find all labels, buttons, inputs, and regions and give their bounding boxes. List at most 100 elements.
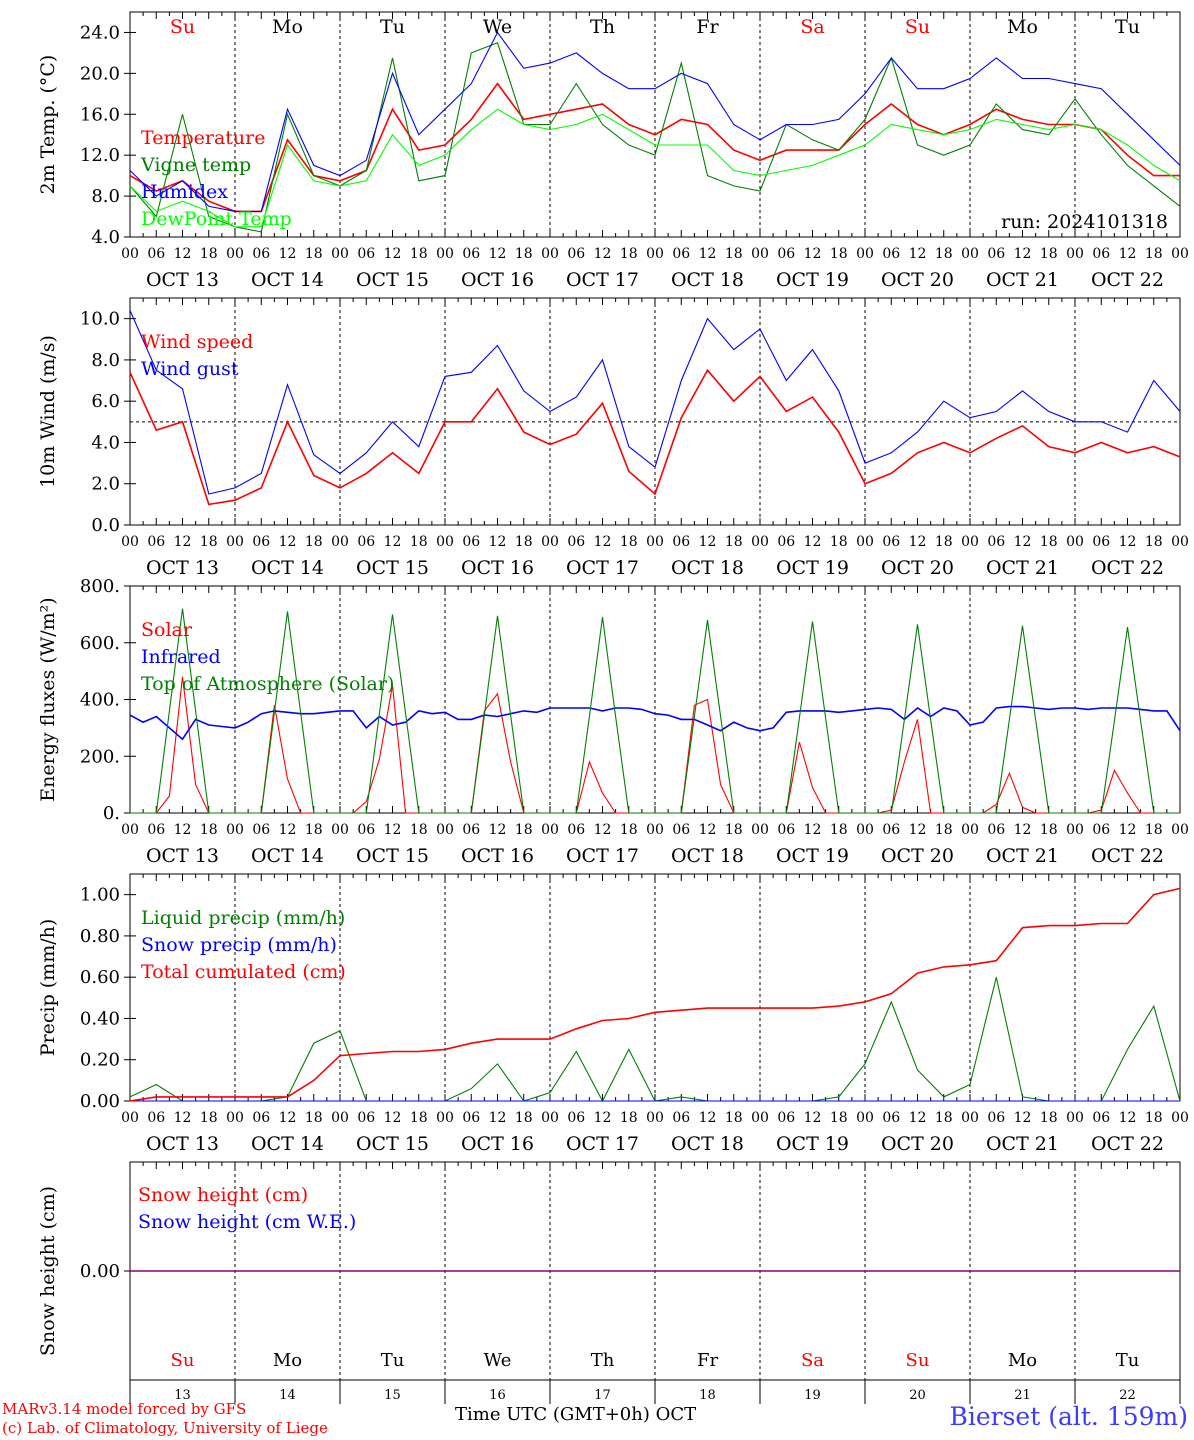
y-tick-label: 2.0 — [91, 474, 120, 495]
hour-tick-label: 12 — [909, 246, 927, 262]
hour-tick-label: 00 — [856, 822, 874, 838]
hour-tick-label: 00 — [646, 534, 664, 550]
hour-tick-label: 00 — [226, 822, 244, 838]
date-label: OCT 19 — [776, 845, 849, 867]
hour-tick-label: 12 — [1119, 246, 1137, 262]
hour-tick-label: 12 — [384, 822, 402, 838]
hour-tick-label: 12 — [594, 246, 612, 262]
hour-tick-label: 06 — [252, 534, 270, 550]
date-label: OCT 15 — [356, 269, 429, 291]
day-number: 16 — [489, 1388, 506, 1403]
y-axis-label: 2m Temp. (°C) — [37, 55, 59, 195]
hour-tick-label: 06 — [1092, 534, 1110, 550]
hour-tick-label: 12 — [174, 1110, 192, 1126]
hour-tick-label: 18 — [620, 1110, 638, 1126]
hour-tick-label: 00 — [121, 1110, 139, 1126]
date-label: OCT 14 — [251, 557, 324, 579]
hour-tick-label: 18 — [935, 822, 953, 838]
hour-tick-label: 00 — [226, 246, 244, 262]
hour-tick-label: 12 — [804, 534, 822, 550]
y-tick-label: 0. — [103, 803, 120, 824]
y-tick-label: 8.0 — [91, 186, 120, 207]
hour-tick-label: 00 — [751, 822, 769, 838]
hour-tick-label: 06 — [672, 534, 690, 550]
legend-entry: Wind gust — [141, 358, 239, 380]
hour-tick-label: 12 — [699, 534, 717, 550]
hour-tick-label: 12 — [384, 1110, 402, 1126]
hour-tick-label: 00 — [961, 1110, 979, 1126]
hour-tick-label: 12 — [384, 534, 402, 550]
legend-entry: Solar — [141, 619, 193, 641]
hour-tick-label: 18 — [1040, 822, 1058, 838]
series-line — [129, 31, 1181, 212]
hour-tick-label: 12 — [279, 246, 297, 262]
hour-tick-label: 12 — [174, 534, 192, 550]
hour-tick-label: 12 — [1014, 822, 1032, 838]
hour-tick-label: 06 — [672, 246, 690, 262]
hour-tick-label: 00 — [541, 246, 559, 262]
hour-tick-label: 18 — [1145, 1110, 1163, 1126]
hour-tick-label: 00 — [1171, 246, 1189, 262]
hour-tick-label: 00 — [1171, 1110, 1189, 1126]
y-tick-label: 0.60 — [80, 967, 120, 988]
hour-tick-label: 06 — [567, 246, 585, 262]
date-label: OCT 21 — [986, 1133, 1059, 1155]
hour-tick-label: 06 — [147, 246, 165, 262]
hour-tick-label: 06 — [252, 822, 270, 838]
date-label: OCT 18 — [671, 1133, 744, 1155]
hour-tick-label: 00 — [961, 534, 979, 550]
series-line — [129, 41, 1181, 233]
date-label: OCT 16 — [461, 1133, 534, 1155]
hour-tick-label: 18 — [725, 246, 743, 262]
date-label: OCT 16 — [461, 269, 534, 291]
hour-tick-label: 00 — [436, 534, 454, 550]
hour-tick-label: 00 — [436, 1110, 454, 1126]
series-line — [130, 608, 1180, 814]
date-label: OCT 21 — [986, 845, 1059, 867]
hour-tick-label: 00 — [121, 822, 139, 838]
hour-tick-label: 06 — [357, 246, 375, 262]
series-line — [129, 705, 1181, 741]
hour-tick-label: 00 — [751, 534, 769, 550]
hour-tick-label: 00 — [331, 246, 349, 262]
series-line — [129, 310, 1181, 495]
hour-tick-label: 12 — [909, 822, 927, 838]
hour-tick-label: 06 — [882, 822, 900, 838]
hour-tick-label: 12 — [594, 1110, 612, 1126]
hour-tick-label: 00 — [646, 1110, 664, 1126]
weekday-label-top: Su — [905, 16, 930, 38]
hour-tick-label: 00 — [646, 822, 664, 838]
date-label: OCT 22 — [1091, 269, 1164, 291]
hour-tick-label: 00 — [961, 822, 979, 838]
y-tick-label: 600. — [80, 633, 120, 654]
hour-tick-label: 06 — [462, 822, 480, 838]
hour-tick-label: 12 — [909, 534, 927, 550]
hour-tick-label: 12 — [1014, 246, 1032, 262]
day-number: 20 — [909, 1388, 926, 1403]
hour-tick-label: 06 — [567, 1110, 585, 1126]
hour-tick-label: 06 — [357, 534, 375, 550]
y-tick-label: 0.0 — [91, 515, 120, 536]
hour-tick-label: 00 — [1066, 246, 1084, 262]
date-label: OCT 13 — [146, 845, 219, 867]
y-tick-label: 0.00 — [80, 1261, 120, 1282]
weekday-label-bottom: Mo — [1008, 1350, 1037, 1371]
weekday-label-top: Fr — [696, 16, 719, 38]
time-axis-label: Time UTC (GMT+0h) OCT — [455, 1404, 697, 1425]
hour-tick-label: 00 — [856, 1110, 874, 1126]
hour-tick-label: 06 — [462, 246, 480, 262]
legend-entry: Infrared — [141, 646, 221, 668]
series-line — [129, 887, 1181, 1102]
series-line — [129, 368, 1181, 506]
hour-tick-label: 12 — [1014, 1110, 1032, 1126]
hour-tick-label: 12 — [174, 246, 192, 262]
hour-tick-label: 18 — [1145, 822, 1163, 838]
hour-tick-label: 06 — [987, 534, 1005, 550]
y-tick-label: 8.0 — [91, 350, 120, 371]
y-tick-label: 800. — [80, 576, 120, 597]
hour-tick-label: 06 — [252, 246, 270, 262]
date-label: OCT 21 — [986, 557, 1059, 579]
hour-tick-label: 06 — [777, 1110, 795, 1126]
date-label: OCT 15 — [356, 1133, 429, 1155]
hour-tick-label: 18 — [620, 534, 638, 550]
